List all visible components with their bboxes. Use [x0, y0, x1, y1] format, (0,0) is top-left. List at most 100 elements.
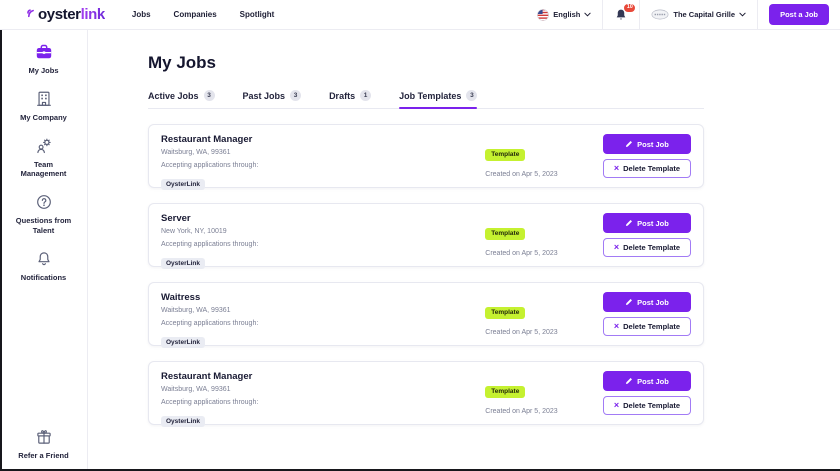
sidebar-item-my-company[interactable]: My Company: [13, 90, 75, 123]
tab-count-badge: 3: [466, 90, 478, 101]
delete-template-label: Delete Template: [623, 243, 681, 252]
header-right: English 10 The Capital Grille: [526, 0, 840, 29]
job-card-info: Server New York, NY, 10019 Accepting app…: [161, 213, 485, 269]
pencil-icon: [626, 299, 633, 306]
team-gear-icon: [36, 138, 51, 153]
question-circle-icon: [36, 195, 51, 209]
nav-spotlight[interactable]: Spotlight: [239, 10, 275, 19]
chevron-down-icon: [739, 12, 746, 17]
company-selector[interactable]: The Capital Grille: [639, 0, 757, 29]
x-icon: ×: [613, 321, 620, 331]
post-job-button[interactable]: Post Job: [603, 371, 691, 391]
source-chip: OysterLink: [161, 179, 205, 190]
tab-label: Past Jobs: [242, 90, 286, 101]
nav-companies[interactable]: Companies: [173, 10, 217, 19]
tab-past-jobs[interactable]: Past Jobs 3: [243, 90, 302, 108]
post-job-button[interactable]: Post Job: [603, 213, 691, 233]
tab-label: Active Jobs: [148, 90, 199, 101]
x-icon: ×: [613, 400, 620, 410]
sidebar-item-refer-a-friend[interactable]: Refer a Friend: [13, 428, 75, 461]
notifications-button[interactable]: 10: [602, 0, 639, 29]
delete-template-button[interactable]: × Delete Template: [603, 396, 691, 415]
job-template-card: Restaurant Manager Waitsburg, WA, 99361 …: [148, 361, 704, 427]
job-card-meta: Template Created on Apr 5, 2023: [485, 213, 603, 257]
x-icon: ×: [613, 242, 620, 252]
nav-jobs[interactable]: Jobs: [131, 10, 151, 19]
tab-active-jobs[interactable]: Active Jobs 3: [148, 90, 215, 108]
sidebar-item-notifications[interactable]: Notifications: [13, 250, 75, 283]
tab-count-badge: 3: [290, 90, 302, 101]
accepting-applications-label: Accepting applications through:: [161, 320, 259, 327]
post-a-job-cell: Post a Job: [757, 0, 840, 29]
top-header: oysterlink Jobs Companies Spotlight: [0, 0, 840, 30]
job-location: Waitsburg, WA, 99361: [161, 386, 231, 393]
post-job-label: Post Job: [637, 297, 669, 307]
job-location: Waitsburg, WA, 99361: [161, 307, 231, 314]
bell-outline-icon: [37, 251, 50, 265]
job-card-meta: Template Created on Apr 5, 2023: [485, 134, 603, 178]
language-selector[interactable]: English: [526, 0, 602, 29]
sidebar-item-label: Refer a Friend: [18, 451, 69, 461]
tab-label: Job Templates: [399, 90, 462, 101]
pencil-icon: [626, 220, 633, 227]
job-card-meta: Template Created on Apr 5, 2023: [485, 371, 603, 415]
delete-template-label: Delete Template: [623, 401, 681, 410]
post-job-button[interactable]: Post Job: [603, 292, 691, 312]
sidebar-item-questions-from-talent[interactable]: Questions from Talent: [13, 193, 75, 236]
delete-template-label: Delete Template: [623, 322, 681, 331]
sidebar-item-team-management[interactable]: Team Management: [13, 137, 75, 180]
tab-job-templates[interactable]: Job Templates 3: [399, 90, 478, 109]
source-chip: OysterLink: [161, 416, 205, 427]
job-title: Restaurant Manager: [161, 371, 253, 382]
job-title: Waitress: [161, 292, 201, 303]
delete-template-button[interactable]: × Delete Template: [603, 159, 691, 178]
brand-logo[interactable]: oysterlink: [26, 7, 105, 22]
sidebar: My Jobs My Company: [0, 30, 88, 471]
accepting-applications-label: Accepting applications through:: [161, 241, 259, 248]
source-chip: OysterLink: [161, 258, 205, 269]
delete-template-button[interactable]: × Delete Template: [603, 317, 691, 336]
sidebar-item-my-jobs[interactable]: My Jobs: [13, 43, 75, 76]
gift-icon: [36, 430, 51, 444]
job-card-actions: Post Job × Delete Template: [603, 371, 691, 415]
source-chip: OysterLink: [161, 337, 205, 348]
chevron-down-icon: [584, 12, 592, 17]
company-logo: [651, 9, 669, 20]
sidebar-item-label: Notifications: [20, 272, 67, 282]
logo-text-dark: oyster: [38, 6, 81, 23]
delete-template-label: Delete Template: [623, 164, 681, 173]
created-date: Created on Apr 5, 2023: [485, 250, 558, 257]
job-card-actions: Post Job × Delete Template: [603, 213, 691, 257]
page-title: My Jobs: [148, 53, 217, 72]
tab-count-badge: 3: [203, 90, 215, 101]
job-card-info: Restaurant Manager Waitsburg, WA, 99361 …: [161, 134, 485, 190]
post-job-button[interactable]: Post Job: [603, 134, 691, 154]
job-card-actions: Post Job × Delete Template: [603, 134, 691, 178]
job-template-card: Waitress Waitsburg, WA, 99361 Accepting …: [148, 282, 704, 348]
notification-count-badge: 10: [623, 2, 637, 13]
company-name: The Capital Grille: [673, 10, 736, 19]
briefcase-icon: [36, 44, 51, 59]
post-a-job-button[interactable]: Post a Job: [769, 4, 829, 25]
language-label: English: [553, 10, 581, 19]
sidebar-item-label: My Jobs: [28, 66, 59, 75]
pencil-icon: [626, 378, 633, 385]
accepting-applications-label: Accepting applications through:: [161, 399, 259, 406]
window-edge-bottom: [0, 469, 840, 471]
template-badge: Template: [485, 306, 526, 319]
delete-template-button[interactable]: × Delete Template: [603, 238, 691, 257]
logo-text-accent: link: [80, 6, 106, 23]
sidebar-item-label: Questions from Talent: [15, 216, 72, 235]
sidebar-item-label: My Company: [20, 112, 67, 122]
job-title: Server: [161, 213, 191, 224]
tab-drafts[interactable]: Drafts 1: [329, 90, 372, 108]
tab-count-badge: 1: [360, 90, 372, 101]
job-card-actions: Post Job × Delete Template: [603, 292, 691, 336]
us-flag-icon: [537, 8, 550, 21]
job-card-info: Waitress Waitsburg, WA, 99361 Accepting …: [161, 292, 485, 348]
template-badge: Template: [485, 148, 526, 161]
job-template-card: Server New York, NY, 10019 Accepting app…: [148, 203, 704, 269]
job-title: Restaurant Manager: [161, 134, 253, 145]
template-badge: Template: [485, 227, 526, 240]
